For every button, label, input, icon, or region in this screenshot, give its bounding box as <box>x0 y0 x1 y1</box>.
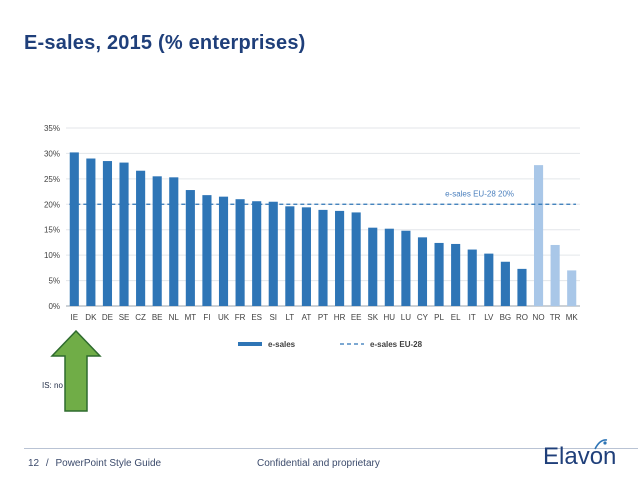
x-tick-label: EE <box>351 313 362 322</box>
bar-de <box>102 161 113 306</box>
brand-logo: Elavon <box>543 437 623 473</box>
bar-fr <box>235 199 245 306</box>
x-tick-label: IE <box>71 313 79 322</box>
x-tick-label: SE <box>119 313 130 322</box>
x-tick-label: AT <box>302 313 312 322</box>
footer-divider <box>24 448 638 449</box>
x-tick-label: DE <box>102 313 113 322</box>
y-tick-label: 20% <box>44 200 60 209</box>
x-tick-label: LV <box>484 313 494 322</box>
x-tick-label: DK <box>85 313 97 322</box>
x-tick-label: SK <box>367 313 378 322</box>
x-tick-label: FI <box>203 313 210 322</box>
x-tick-label: MK <box>566 313 579 322</box>
x-tick-label: CY <box>417 313 429 322</box>
footnote: IS: no data <box>42 381 81 390</box>
x-tick-label: EL <box>451 313 461 322</box>
chart-x-ticks: IE DK DE SE CZ BE NL MT FI UK FR ES SI LT AT PT HR EE SK HU… <box>71 313 579 322</box>
bar-tr <box>550 244 560 306</box>
footer-page-info: 12 / PowerPoint Style Guide <box>28 458 161 469</box>
y-tick-label: 5% <box>48 277 60 286</box>
x-tick-label: HR <box>334 313 346 322</box>
bar-no <box>533 165 544 306</box>
bar-lv <box>484 253 494 306</box>
x-tick-label: MT <box>185 313 197 322</box>
x-tick-label: TR <box>550 313 561 322</box>
x-tick-label: SI <box>269 313 277 322</box>
bar-hu <box>384 228 394 306</box>
bar-cz <box>136 170 146 306</box>
bar-hr <box>335 210 345 306</box>
bar-fi <box>202 195 212 306</box>
y-tick-label: 25% <box>44 175 60 184</box>
bar-pl <box>434 242 444 306</box>
page-number: 12 <box>28 458 40 469</box>
bar-el <box>451 243 461 306</box>
x-tick-label: BE <box>152 313 163 322</box>
chart-reference-line: e-sales EU-28 20% <box>69 189 576 205</box>
x-tick-label: PT <box>318 313 328 322</box>
legend-label: e-sales EU-28 <box>370 340 423 349</box>
y-tick-label: 10% <box>44 251 60 260</box>
bar-mk <box>567 270 577 306</box>
bar-ie <box>69 152 79 306</box>
bar-se <box>119 162 129 306</box>
x-tick-label: FR <box>235 313 246 322</box>
y-tick-label: 35% <box>44 124 60 133</box>
bar-cy <box>417 237 428 306</box>
bar-dk <box>86 158 96 306</box>
y-tick-label: 0% <box>48 302 60 311</box>
x-tick-label: LU <box>401 313 411 322</box>
x-tick-label: NL <box>169 313 180 322</box>
footer-separator: / <box>45 458 49 469</box>
y-tick-label: 30% <box>44 149 60 158</box>
guide-title: PowerPoint Style Guide <box>55 458 162 469</box>
x-tick-label: ES <box>251 313 262 322</box>
bar-uk <box>218 196 229 306</box>
bar-bg <box>500 261 510 306</box>
x-tick-label: HU <box>384 313 396 322</box>
bar-be <box>152 176 162 306</box>
bar-nl <box>169 177 179 306</box>
x-tick-label: NO <box>533 313 545 322</box>
x-tick-label: UK <box>218 313 230 322</box>
bar-pt <box>318 209 328 306</box>
reference-label: e-sales EU-28 20% <box>445 189 514 198</box>
up-arrow-icon <box>50 330 102 412</box>
x-tick-label: CZ <box>135 313 146 322</box>
confidential-label: Confidential and proprietary <box>257 458 380 469</box>
bar-sk <box>368 227 378 306</box>
x-tick-label: PL <box>434 313 444 322</box>
bar-es <box>252 201 262 306</box>
bar-it <box>467 249 477 306</box>
bar-lu <box>401 230 411 306</box>
x-tick-label: RO <box>516 313 528 322</box>
bar-lt <box>285 206 295 306</box>
x-tick-label: LT <box>285 313 294 322</box>
x-tick-label: IT <box>469 313 476 322</box>
bar-ro <box>517 268 527 306</box>
brand-swoosh-icon <box>594 439 608 450</box>
bar-chart: e-sales EU-28 20% 0% 5% 10% 15% 20% 25% 30% 35%… <box>44 124 580 349</box>
bar-ee <box>351 212 361 306</box>
slide-title: E-sales, 2015 (% enterprises) <box>24 32 306 54</box>
y-tick-label: 15% <box>44 226 60 235</box>
chart-y-ticks: 0% 5% 10% 15% 20% 25% 30% 35% <box>44 124 60 311</box>
bar-mt <box>185 190 195 306</box>
legend-label: e-sales <box>268 340 296 349</box>
brand-name: Elavon <box>543 443 617 470</box>
x-tick-label: BG <box>500 313 512 322</box>
bar-at <box>301 207 311 306</box>
chart-legend: e-sales e-sales EU-28 <box>238 340 423 349</box>
chart-bars <box>69 152 577 306</box>
bar-si <box>268 201 278 306</box>
